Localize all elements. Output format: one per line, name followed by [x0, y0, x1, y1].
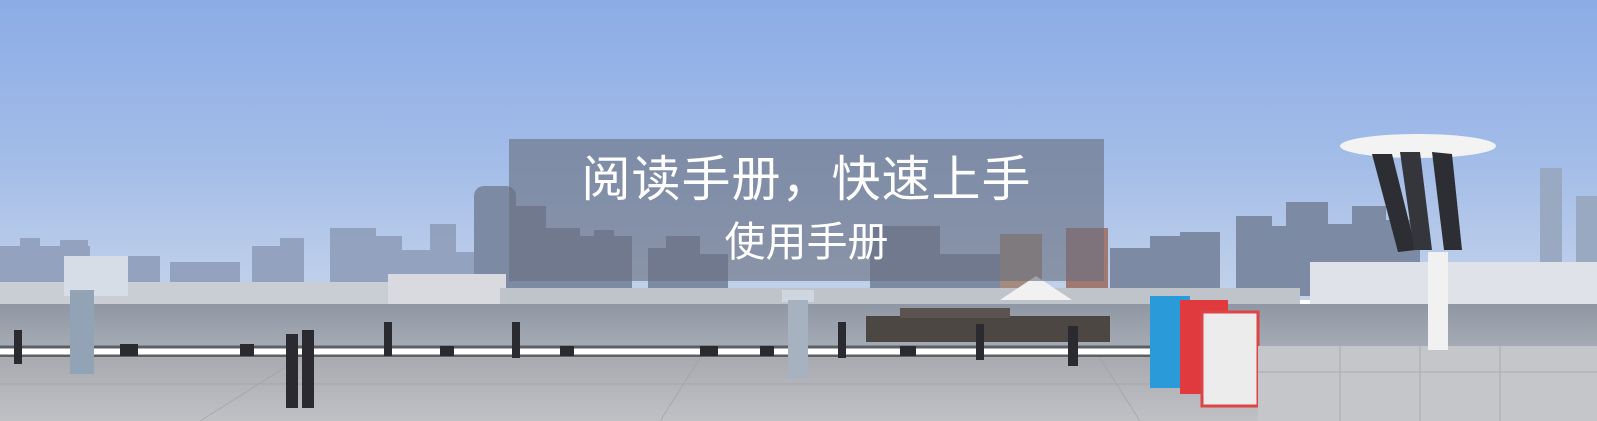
kiosks — [1150, 296, 1260, 408]
pedestrians — [14, 322, 1078, 408]
banner-subtitle: 使用手册 — [724, 218, 889, 266]
caption-box: 阅读手册，快速上手 使用手册 — [509, 139, 1104, 281]
railing — [0, 345, 1170, 358]
lamp-sculpture — [1340, 134, 1496, 350]
left-pillar — [64, 256, 128, 374]
banner-title: 阅读手册，快速上手 — [581, 151, 1032, 208]
centre-pillar — [782, 290, 814, 378]
plaza-wall — [1258, 346, 1597, 421]
